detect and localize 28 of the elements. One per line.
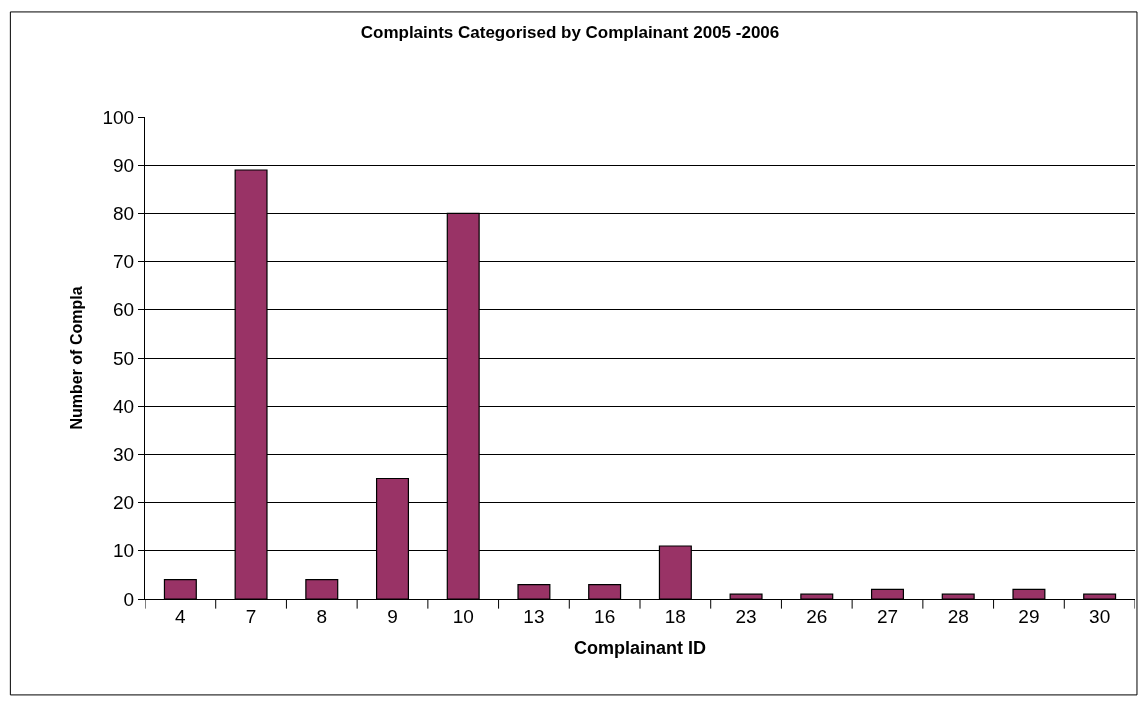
y-tick-label: 90 — [113, 154, 135, 176]
x-tick-label: 28 — [947, 605, 969, 627]
y-tick-label: 70 — [113, 251, 135, 273]
y-tick-label: 80 — [113, 203, 135, 225]
x-tick-label: 27 — [876, 605, 899, 627]
x-tick-label: 8 — [316, 605, 328, 627]
x-tick-label: 4 — [175, 605, 187, 627]
y-tick-label: 60 — [113, 299, 135, 321]
y-tick-label: 100 — [102, 106, 135, 128]
x-tick-label: 23 — [735, 605, 757, 627]
chart-title: Complaints Categorised by Complainant 2005 -2006 — [360, 22, 780, 42]
y-tick-label: 20 — [113, 492, 135, 514]
x-tick-label: 13 — [523, 605, 545, 627]
y-axis-title: Number of Compla — [68, 286, 86, 430]
y-tick-label: 40 — [113, 395, 135, 417]
x-tick-label: 29 — [1018, 605, 1040, 627]
x-axis-title: Complainant ID — [573, 637, 707, 658]
x-tick-label: 16 — [594, 605, 616, 627]
y-tick-label: 0 — [123, 588, 135, 610]
y-tick-label: 10 — [113, 540, 135, 562]
x-tick-label: 9 — [387, 605, 398, 627]
x-tick-label: 7 — [245, 605, 257, 627]
y-tick-label: 30 — [113, 444, 135, 466]
y-tick-label: 50 — [113, 347, 135, 369]
x-tick-label: 30 — [1089, 605, 1111, 627]
x-tick-label: 10 — [452, 605, 474, 627]
x-tick-label: 26 — [806, 605, 828, 627]
x-tick-label: 18 — [664, 605, 686, 627]
